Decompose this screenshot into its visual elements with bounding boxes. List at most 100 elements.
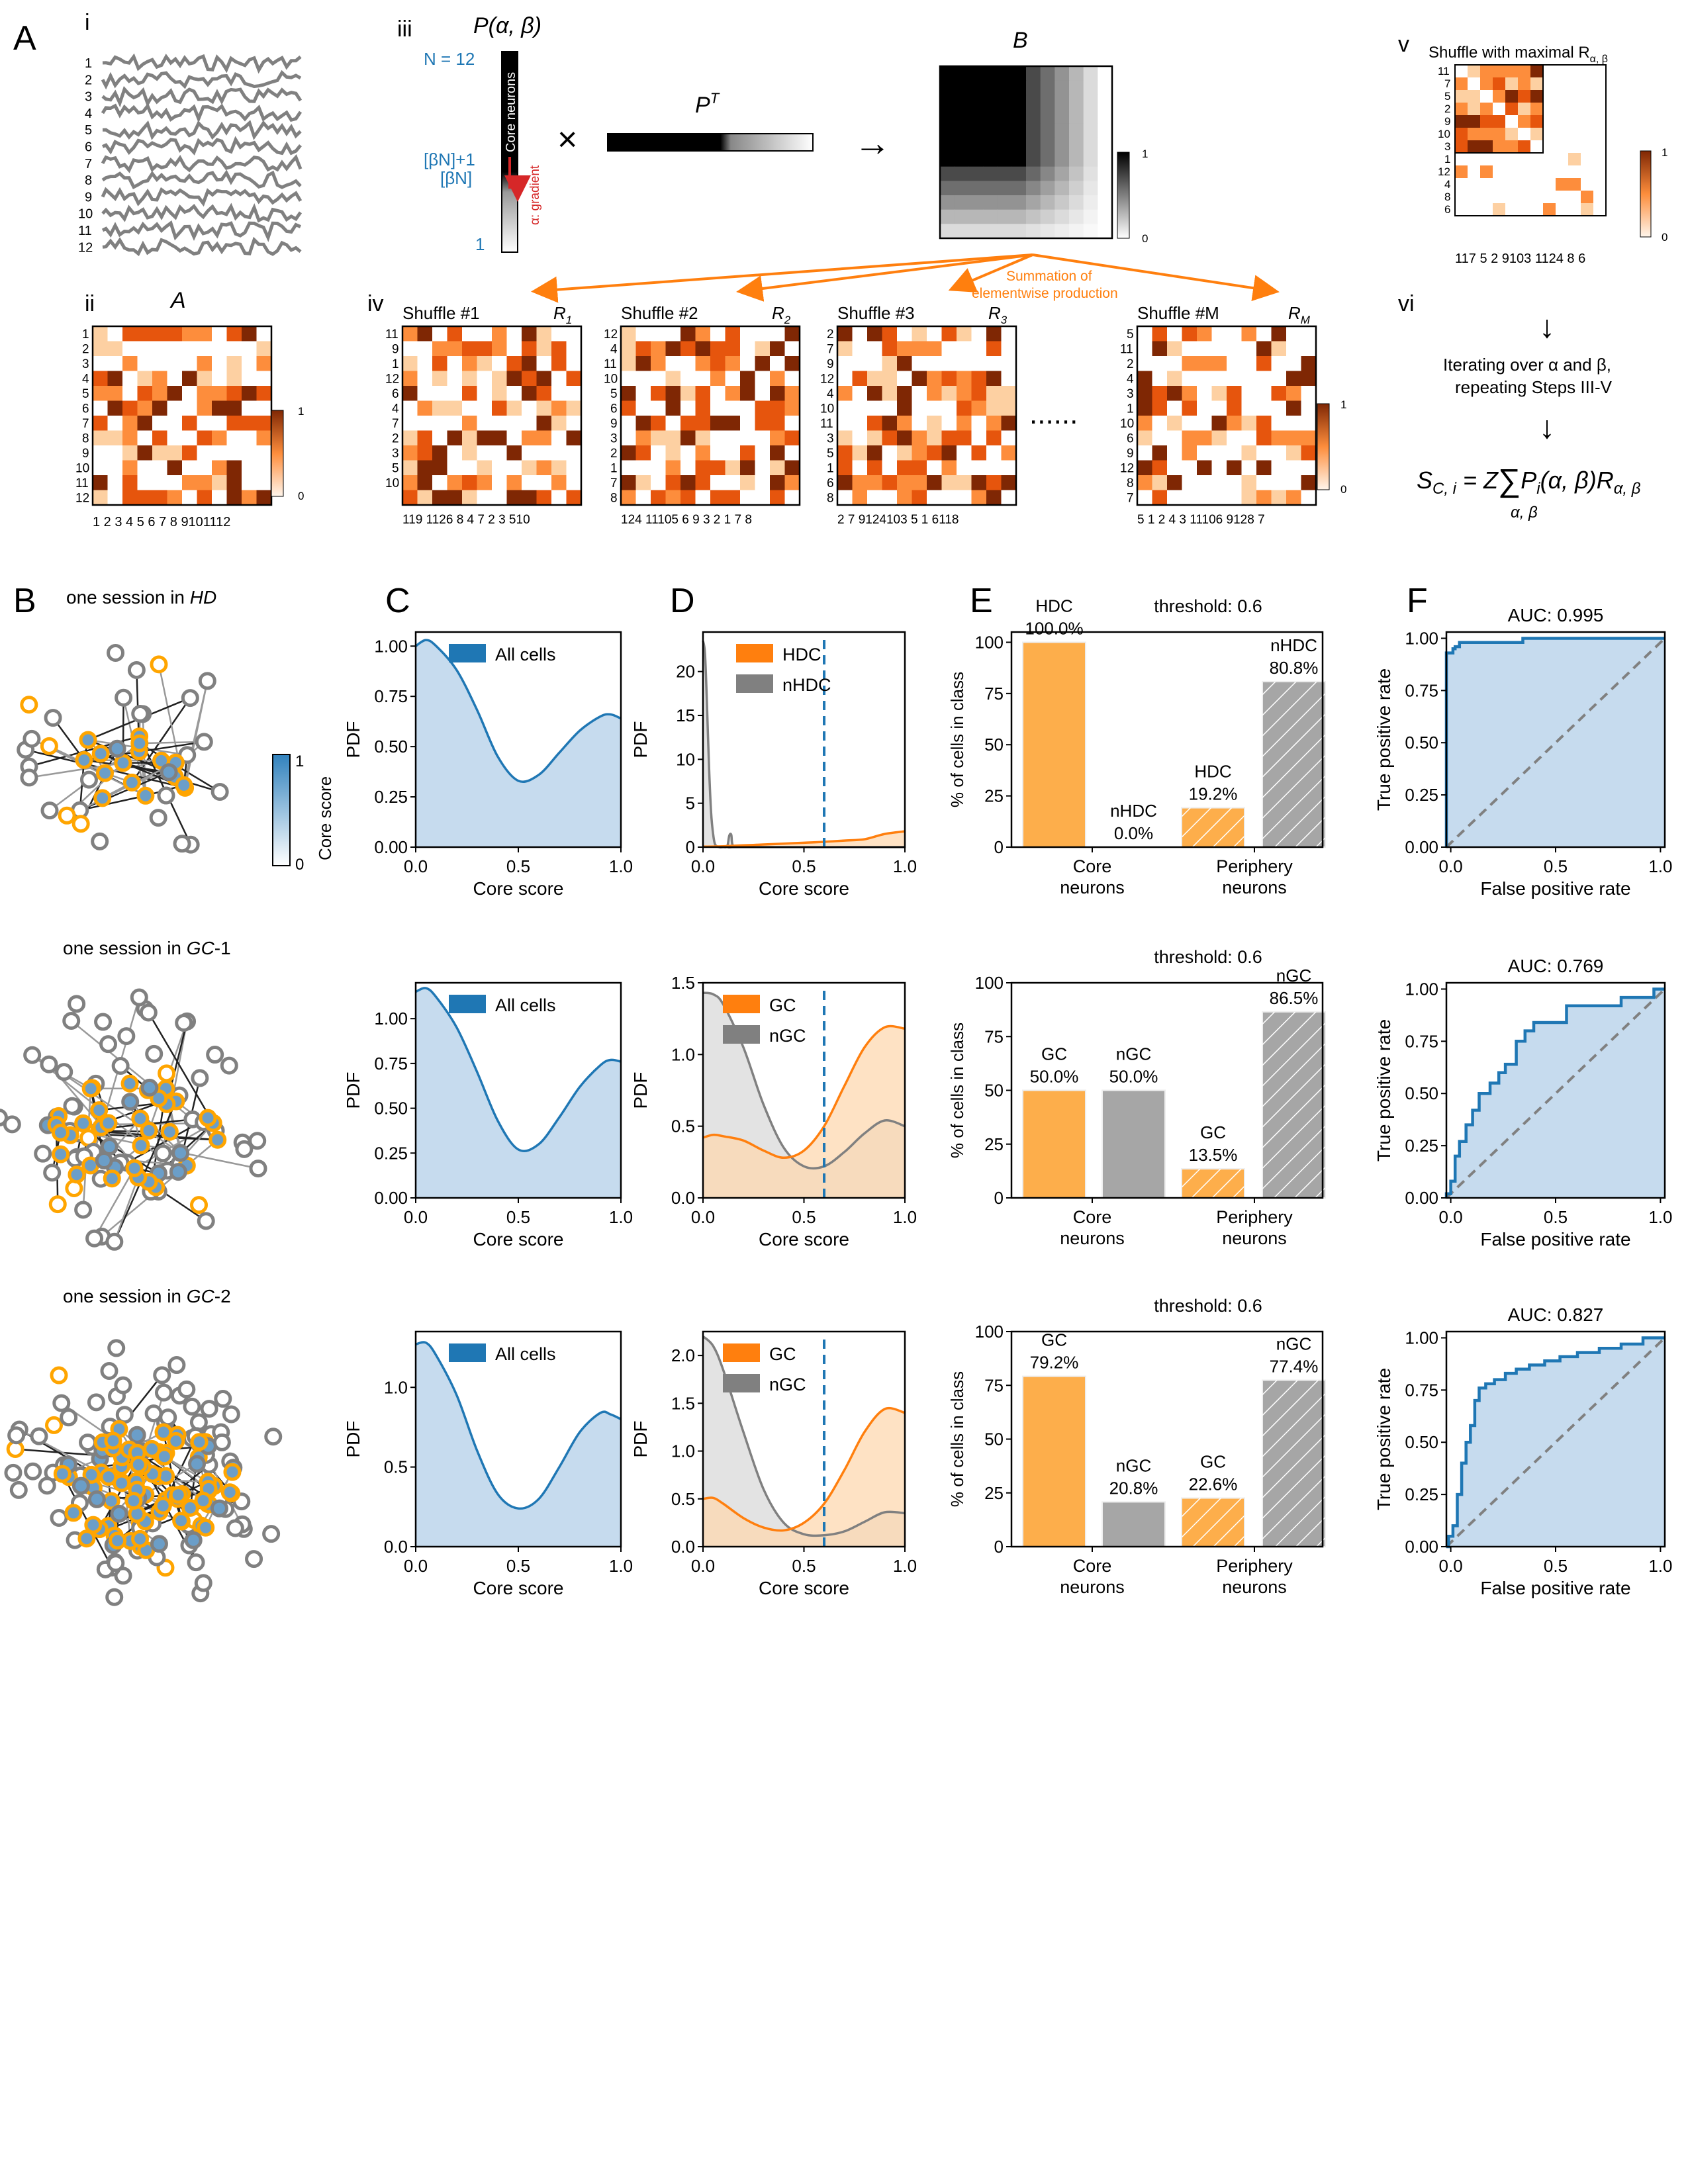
shuffle-cell (882, 341, 897, 356)
neuron-node (103, 1169, 121, 1188)
shuffle-cell (417, 356, 432, 371)
core-score-cbar-min: 0 (295, 856, 304, 874)
shuffle-cell (680, 445, 696, 461)
b-matrix-cell (1055, 166, 1070, 181)
shuffle-cell (1241, 430, 1256, 445)
y-tick-label: 0.0 (384, 1537, 408, 1557)
shuffle-cell (447, 400, 462, 416)
b-matrix-cell (1098, 224, 1113, 239)
max-shuffle-cell (1480, 191, 1493, 203)
b-matrix-cell (1083, 138, 1098, 153)
shuffle-cell (680, 460, 696, 475)
y-tick-label: 0.75 (374, 686, 408, 706)
max-shuffle-cell (1581, 203, 1593, 216)
max-shuffle-cell (1505, 77, 1518, 90)
ellipsis-dots: ...... (1029, 398, 1078, 430)
shuffle-cell (522, 400, 537, 416)
shuffle-cell (740, 371, 755, 386)
shuffle-cell (1286, 371, 1301, 386)
shuffle-cell (447, 371, 462, 386)
y-axis-label: True positive rate (1374, 1368, 1394, 1510)
shuffle-cell (492, 341, 507, 356)
step-v-colorbar (1640, 150, 1652, 238)
max-shuffle-cell (1543, 103, 1556, 115)
shuffle-cell (1241, 386, 1256, 401)
shuffle-cell (417, 371, 432, 386)
shuffle-cell (1271, 416, 1286, 431)
shuffle-cell (1197, 371, 1212, 386)
max-shuffle-cell (1543, 77, 1556, 90)
x-tick-label: 0.5 (506, 856, 530, 876)
b-matrix-cell (997, 152, 1012, 167)
neuron-node (9, 1480, 28, 1499)
shuffle-cell (462, 341, 477, 356)
b-matrix-cell (940, 109, 955, 124)
shuffle-cell (551, 326, 567, 341)
shuffle-cell (477, 475, 492, 490)
category-label: neurons (1060, 1577, 1125, 1597)
shuffle-cell (651, 400, 666, 416)
max-shuffle-cell (1455, 65, 1468, 77)
shuffle-cell (897, 416, 912, 431)
y-tick-label: 5 (686, 794, 695, 813)
shuffle-cell (447, 356, 462, 371)
neuron-trace (101, 85, 303, 108)
matrix-a-cell (226, 356, 242, 371)
b-matrix-cell (983, 123, 998, 138)
shuffle-cell (957, 416, 972, 431)
shuffle-cell (725, 386, 740, 401)
b-matrix-cell (940, 80, 955, 95)
matrix-a-cell (93, 386, 108, 401)
session-title-3: one session in GC-2 (63, 1286, 231, 1306)
roc-curve (1444, 987, 1665, 1198)
x-tick-label: 1.0 (609, 1207, 633, 1227)
shuffle-row-label: 9 (610, 417, 618, 431)
shuffle-row-label: 11 (385, 328, 399, 341)
neuron-node (160, 763, 178, 782)
shuffle-row-label: 8 (610, 492, 618, 506)
neuron-node (110, 1504, 128, 1523)
shuffle-cell (1271, 475, 1286, 490)
max-shuffle-cell (1518, 178, 1530, 191)
neuron-node (79, 1433, 97, 1452)
max-shuffle-cell (1518, 90, 1530, 103)
neuron-node (77, 1529, 96, 1548)
matrix-a-title: A (169, 288, 186, 313)
shuffle-cell (784, 341, 800, 356)
shuffle-cell (551, 371, 567, 386)
max-shuffle-cell (1480, 115, 1493, 128)
b-matrix-cell (954, 209, 969, 224)
shuffle-cell (852, 490, 867, 505)
shuffle-cell (665, 475, 680, 490)
shuffle-cell (536, 416, 551, 431)
shuffle-cell (770, 430, 785, 445)
neuron-node (117, 1027, 136, 1046)
max-shuffle-cell (1480, 128, 1493, 140)
shuffle-cell (710, 475, 726, 490)
neuron-node (191, 1069, 209, 1087)
chance-line (1445, 637, 1666, 848)
matrix-a-cell (226, 386, 242, 401)
x-tick-label: 0.0 (1439, 856, 1463, 876)
max-shuffle-cell (1556, 103, 1568, 115)
shuffle-cell (941, 416, 957, 431)
neuron-node (20, 768, 38, 787)
shuffle-cell (1211, 400, 1227, 416)
shuffle-cell (770, 445, 785, 461)
y-axis-label: PDF (343, 1072, 363, 1109)
shuffle-cell (1256, 430, 1272, 445)
b-matrix-cell (1083, 166, 1098, 181)
shuffle-cell (941, 371, 957, 386)
shuffle-cell (927, 400, 942, 416)
shuffle-row-label: 6 (827, 477, 834, 490)
shuffle-cell (770, 326, 785, 341)
shuffle-cell (1167, 371, 1182, 386)
shuffle-cell (695, 386, 710, 401)
shuffle-cell (837, 430, 853, 445)
y-tick-label: 0.00 (374, 837, 408, 857)
b-matrix-cell (1083, 66, 1098, 81)
legend-swatch (723, 1374, 760, 1392)
shuffle-cell (1301, 475, 1316, 490)
bar-value-label: 79.2% (1030, 1353, 1079, 1373)
shuffle-cell (1271, 356, 1286, 371)
